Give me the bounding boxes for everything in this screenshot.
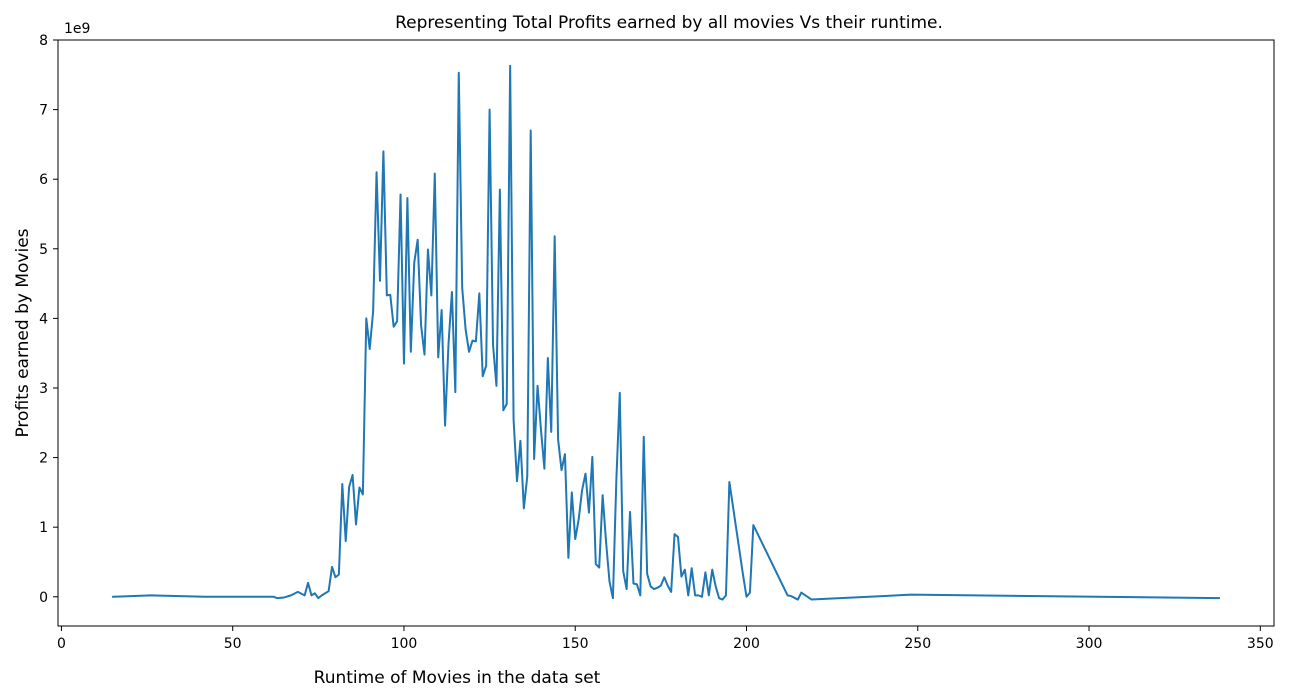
x-tick-label: 50 <box>224 636 242 652</box>
x-tick-label: 250 <box>904 636 931 652</box>
y-tick-label: 0 <box>39 590 48 606</box>
y-axis: 0 1 2 3 4 5 6 7 8 <box>39 33 58 606</box>
x-tick-label: 150 <box>562 636 589 652</box>
y-tick-label: 3 <box>39 381 48 397</box>
y-tick-label: 7 <box>39 103 48 119</box>
y-tick-label: 4 <box>39 311 48 327</box>
x-tick-label: 350 <box>1247 636 1274 652</box>
y-tick-label: 2 <box>39 451 48 467</box>
x-tick-label: 300 <box>1076 636 1103 652</box>
plot-frame <box>57 39 1275 627</box>
y-axis-label: Profits earned by Movies <box>13 228 33 437</box>
x-tick-label: 100 <box>391 636 418 652</box>
plot-area <box>111 64 1221 601</box>
series-line-0 <box>111 64 1221 601</box>
y-tick-label: 5 <box>39 242 48 258</box>
y-tick-label: 1 <box>39 520 48 536</box>
y-tick-label: 6 <box>39 172 48 188</box>
y-tick-label: 8 <box>39 33 48 49</box>
x-tick-label: 0 <box>57 636 66 652</box>
x-tick-label: 200 <box>733 636 760 652</box>
chart-title: Representing Total Profits earned by all… <box>395 13 943 33</box>
x-axis-label: Runtime of Movies in the data set <box>314 668 601 688</box>
y-offset-label: 1e9 <box>64 21 90 37</box>
x-axis: 0 50 100 150 200 250 300 350 <box>57 626 1274 652</box>
